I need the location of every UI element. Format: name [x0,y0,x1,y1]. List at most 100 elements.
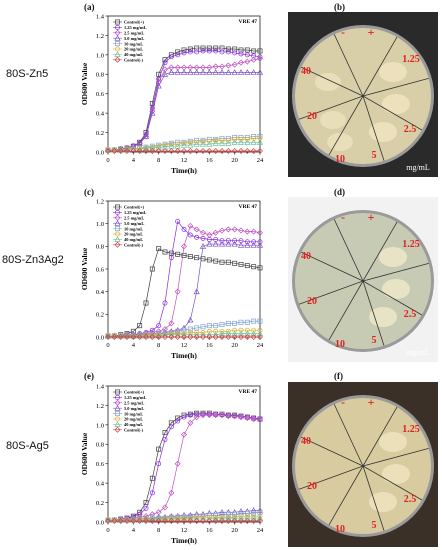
data-point [213,45,219,51]
data-point [187,232,193,238]
data-point [238,518,244,525]
colony-patch [382,279,410,299]
plate-label: 2.5 [404,309,417,320]
data-point [181,148,187,155]
y-tick-label: 0.6 [96,266,105,273]
data-point [130,334,137,340]
data-point [219,49,225,55]
panel-letter-f: (f) [334,371,343,381]
y-tick-label: 0.0 [96,149,104,156]
legend-label: 5.0 mg/mL [124,406,144,411]
colony-patch [379,62,407,82]
data-point [174,518,181,525]
legend-label: 5.0 mg/mL [124,221,144,226]
data-point [194,49,200,55]
data-point [257,229,263,236]
data-point [193,148,200,155]
data-point [244,139,251,145]
colony-patch [369,122,397,142]
plate-label: + [368,395,375,409]
data-point [168,255,174,261]
data-point [218,140,226,146]
data-point [250,330,257,337]
data-point [111,148,118,155]
data-point [212,240,219,247]
data-point [105,148,111,155]
data-point [130,148,137,155]
legend-marker [114,426,121,433]
data-point [187,412,193,418]
plate-label: - [341,210,345,224]
legend-label: 20 mg/mL [124,47,143,52]
data-point [105,518,111,525]
data-point [212,518,219,525]
legend-label: 2.5 mg/mL [124,216,144,221]
data-point [232,238,238,244]
data-point [237,514,245,521]
data-point [200,518,206,525]
legend-label: 5.0 mg/mL [124,36,144,41]
data-point [256,330,264,337]
data-point [187,254,193,259]
data-point [181,252,187,258]
legend-marker [115,394,120,400]
data-point [244,415,251,422]
data-point [256,139,264,145]
legend-label: Control(+) [124,20,145,25]
data-point [168,518,175,525]
data-point [193,288,200,295]
y-tick-label: 0.2 [96,130,104,137]
plate-label: 5 [372,150,377,161]
legend-marker [115,411,120,417]
data-point [256,241,264,248]
data-point [231,61,238,68]
data-point [251,53,257,59]
data-point [187,419,194,426]
legend: Control(+)1.25 mg/mL2.5 mg/mL5.0 mg/mL10… [113,204,147,248]
data-point [149,475,155,481]
data-point [187,518,194,525]
sector-divider [362,36,398,97]
x-tick-label: 24 [257,527,264,534]
panel-letter-d: (d) [334,187,345,197]
data-point [257,48,263,54]
data-point [231,148,238,155]
legend-marker [115,231,120,237]
data-point [231,334,238,340]
data-point [193,226,200,233]
data-point [244,47,250,53]
data-point [117,518,124,525]
plate-unit-label: mg/mL [406,348,430,357]
panel-letter-b: (b) [334,2,345,12]
data-point [238,136,244,142]
data-point [238,51,244,57]
data-point [238,227,244,234]
data-point [257,318,263,324]
data-point [124,518,130,525]
data-point [244,228,251,235]
data-point [136,514,143,521]
data-point [162,60,168,66]
data-point [219,518,225,525]
data-point [187,148,194,155]
data-point [187,334,194,340]
data-point [250,228,257,235]
data-point [155,82,162,89]
data-point [250,507,257,513]
data-point [231,139,238,145]
growth-chart-ag5: 0.0 0.2 0.4 0.6 0.8 1.0 1.2 1.4 0 4 8 12 16 20 24 Time(… [80,383,264,545]
data-point [175,418,181,424]
data-point [206,323,212,329]
plate-label: 2.5 [404,494,417,505]
sector-divider [298,280,364,305]
data-point [193,414,200,421]
data-point [212,412,219,419]
x-axis-label: Time(h) [171,536,197,545]
data-point [200,229,206,236]
sector-divider [301,66,364,97]
data-point [175,415,181,421]
y-tick-label: 1.4 [96,13,105,20]
legend-marker [114,51,121,57]
data-point [251,415,257,421]
data-point [162,334,168,340]
